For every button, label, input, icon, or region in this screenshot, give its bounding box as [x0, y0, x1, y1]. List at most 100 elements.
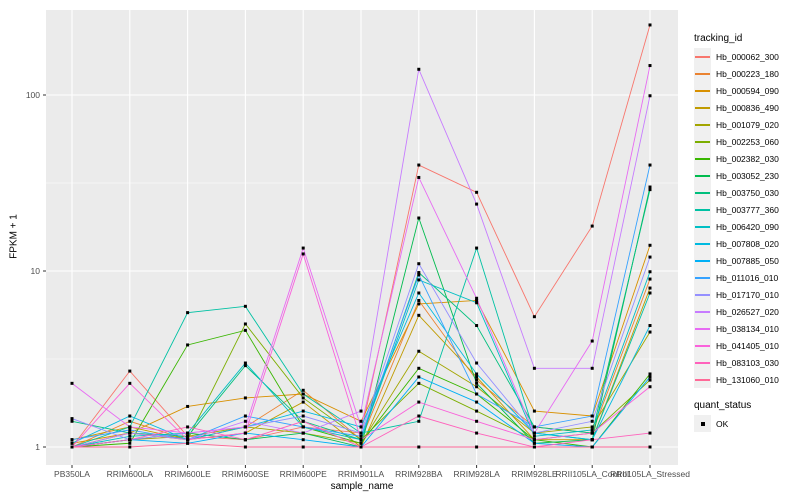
- legend-key: [694, 184, 711, 201]
- data-point-marker: [648, 385, 652, 389]
- data-point-marker: [417, 313, 421, 317]
- legend-item-label: Hb_000062_300: [716, 51, 779, 62]
- legend-item-Hb_002253_060: Hb_002253_060: [694, 133, 779, 150]
- legend-item-label: Hb_026527_020: [716, 306, 779, 317]
- legend-item-label: Hb_000594_090: [716, 85, 779, 96]
- x-tick-label: RRIM600PE: [279, 469, 327, 479]
- y-tick-label: 10: [30, 266, 40, 276]
- data-point-marker: [532, 431, 536, 435]
- legend-key: [694, 167, 711, 184]
- legend-title-quant-status: quant_status: [694, 400, 752, 411]
- x-tick-label: RRIM901LA: [337, 469, 385, 479]
- data-point-marker: [417, 419, 421, 423]
- data-point-marker: [590, 414, 594, 418]
- data-point-marker: [475, 298, 479, 302]
- data-point-marker: [243, 328, 247, 332]
- legend-item-label: Hb_003777_360: [716, 204, 779, 215]
- data-point-marker: [243, 322, 247, 326]
- legend-item-Hb_006420_090: Hb_006420_090: [694, 218, 779, 235]
- data-point-marker: [590, 428, 594, 432]
- data-point-marker: [417, 366, 421, 370]
- legend-color-line-icon: [695, 140, 710, 143]
- legend-key: [694, 99, 711, 116]
- data-point-marker: [532, 409, 536, 413]
- data-point-marker: [243, 304, 247, 308]
- x-tick-label: RRIM928LE: [511, 469, 558, 479]
- data-point-marker: [243, 445, 247, 449]
- legend-item-Hb_131060_010: Hb_131060_010: [694, 371, 779, 388]
- data-point-marker: [475, 409, 479, 413]
- black-square-marker-icon: [700, 421, 705, 426]
- data-point-marker: [243, 396, 247, 400]
- legend-key: [694, 269, 711, 286]
- data-point-marker: [532, 366, 536, 370]
- legend-item-label: Hb_131060_010: [716, 374, 779, 385]
- legend-key: [694, 65, 711, 82]
- data-point-marker: [417, 175, 421, 179]
- data-point-marker: [417, 298, 421, 302]
- data-point-marker: [301, 445, 305, 449]
- data-point-marker: [128, 434, 132, 438]
- legend-key: [694, 354, 711, 371]
- data-point-marker: [417, 414, 421, 418]
- data-point-marker: [417, 273, 421, 277]
- data-point-marker: [417, 216, 421, 220]
- data-point-marker: [359, 425, 363, 429]
- x-tick-label: RRIM928LA: [453, 469, 500, 479]
- legend-item-Hb_003750_030: Hb_003750_030: [694, 184, 779, 201]
- data-point-marker: [648, 243, 652, 247]
- legend-item-label: Hb_007808_020: [716, 238, 779, 249]
- legend-color-line-icon: [695, 208, 710, 211]
- x-tick-label: RRIM928BA: [395, 469, 443, 479]
- data-point-marker: [301, 419, 305, 423]
- x-tick-label: RRIM600SE: [221, 469, 270, 479]
- legend-color-line-icon: [695, 174, 710, 177]
- legend-item-label: Hb_003052_230: [716, 170, 779, 181]
- data-point-marker: [186, 431, 190, 435]
- legend-key: [694, 303, 711, 320]
- data-point-marker: [359, 409, 363, 413]
- data-point-marker: [532, 438, 536, 442]
- legend-item-label: Hb_003750_030: [716, 187, 779, 198]
- data-point-marker: [475, 419, 479, 423]
- legend-item-label: Hb_038134_010: [716, 323, 779, 334]
- y-tick-label: 1: [35, 442, 40, 452]
- data-point-marker: [475, 381, 479, 385]
- data-point-marker: [532, 315, 536, 319]
- data-point-marker: [417, 278, 421, 282]
- data-point-marker: [359, 445, 363, 449]
- data-point-marker: [186, 441, 190, 445]
- data-point-marker: [301, 392, 305, 396]
- data-point-marker: [128, 419, 132, 423]
- data-point-marker: [70, 438, 74, 442]
- data-point-marker: [648, 188, 652, 192]
- data-point-marker: [475, 375, 479, 379]
- data-point-marker: [417, 381, 421, 385]
- legend-color-line-icon: [695, 344, 710, 347]
- data-point-marker: [475, 296, 479, 300]
- data-point-marker: [417, 262, 421, 266]
- data-point-marker: [186, 404, 190, 408]
- legend-item-label: Hb_007885_050: [716, 255, 779, 266]
- data-point-marker: [532, 445, 536, 449]
- data-point-marker: [128, 369, 132, 373]
- data-point-marker: [243, 364, 247, 368]
- legend-color-line-icon: [695, 293, 710, 296]
- x-tick-label: RRIM600LE: [164, 469, 211, 479]
- legend-item-label: Hb_000836_490: [716, 102, 779, 113]
- legend-color-line-icon: [695, 191, 710, 194]
- data-point-marker: [301, 431, 305, 435]
- legend-color-line-icon: [695, 378, 710, 381]
- legend-item-label: Hb_011016_010: [716, 272, 779, 283]
- data-point-marker: [648, 431, 652, 435]
- legend-item-label: Hb_017170_010: [716, 289, 779, 300]
- data-point-marker: [532, 425, 536, 429]
- legend-key: [694, 320, 711, 337]
- quant-legend-item: OK: [694, 415, 751, 432]
- data-point-marker: [128, 425, 132, 429]
- legend-key: [694, 133, 711, 150]
- data-point-marker: [243, 431, 247, 435]
- legend-key: [694, 82, 711, 99]
- legend-item-label: Hb_002382_030: [716, 153, 779, 164]
- data-point-marker: [475, 324, 479, 328]
